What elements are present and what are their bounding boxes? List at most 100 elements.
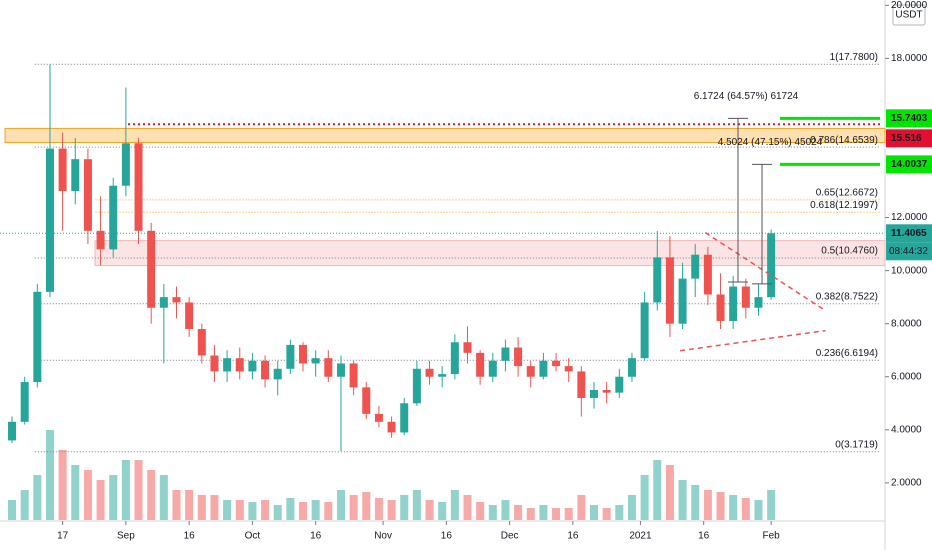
- candle-body: [273, 368, 282, 380]
- x-tick-label: 16: [567, 531, 579, 542]
- currency-box[interactable]: [892, 4, 926, 26]
- price-label: 15.516: [891, 133, 922, 144]
- volume-bar: [8, 500, 17, 520]
- fib-label: 0.236(6.6194): [816, 348, 878, 359]
- x-tick-label: 16: [310, 531, 322, 542]
- volume-bar: [640, 475, 649, 520]
- fib-label: 0.786(14.6539): [810, 135, 878, 146]
- candle-body: [210, 355, 219, 372]
- volume-bar: [147, 470, 156, 520]
- x-tick-label: Feb: [763, 531, 781, 542]
- volume-bar: [438, 502, 447, 520]
- volume-bar: [362, 492, 371, 520]
- y-tick-label: 20.0000: [891, 0, 928, 11]
- volume-bar: [374, 498, 383, 520]
- volume-bar: [45, 430, 54, 520]
- candle-body: [590, 390, 599, 398]
- candle-body: [336, 363, 345, 377]
- volume-bar: [501, 500, 510, 520]
- candle-body: [741, 286, 750, 308]
- volume-bar: [109, 475, 118, 520]
- candle-body: [539, 360, 548, 377]
- candle-body: [172, 297, 181, 303]
- volume-bar: [590, 505, 599, 520]
- candle-body: [185, 302, 194, 329]
- candle-body: [134, 143, 143, 231]
- volume-bar: [539, 505, 548, 520]
- volume-bar: [324, 502, 333, 520]
- volume-bar: [299, 502, 308, 520]
- candle-body: [71, 159, 80, 192]
- candle-body: [387, 421, 396, 433]
- volume-bar: [273, 505, 282, 520]
- candle-body: [33, 291, 42, 383]
- candle-body: [602, 390, 611, 393]
- countdown: 08:44:32: [889, 246, 928, 257]
- volume-bar: [767, 490, 776, 520]
- volume-bar: [577, 495, 586, 520]
- volume-bar: [400, 495, 409, 520]
- volume-bar: [412, 490, 421, 520]
- fib-label: 0.5(10.4760): [821, 246, 878, 257]
- volume-bar: [627, 495, 636, 520]
- candle-body: [501, 347, 510, 361]
- y-tick-label: 2.0000: [891, 477, 922, 488]
- candle-body: [716, 294, 725, 322]
- x-tick-label: Dec: [501, 531, 519, 542]
- volume-bar: [223, 500, 232, 520]
- candle-body: [425, 368, 434, 377]
- volume-bar: [121, 460, 130, 520]
- countdown-box: [886, 242, 932, 261]
- x-tick-label: 2021: [629, 531, 652, 542]
- candle-body: [488, 360, 497, 377]
- volume-bar: [172, 490, 181, 520]
- volume-bar: [286, 498, 295, 520]
- candle-body: [96, 230, 105, 250]
- x-tick-label: Sep: [117, 531, 135, 542]
- volume-bar: [526, 508, 535, 520]
- candle-body: [678, 278, 687, 324]
- candle-body: [248, 360, 257, 372]
- volume-bar: [185, 490, 194, 520]
- candle-body: [374, 413, 383, 422]
- price-label-box: [886, 155, 932, 174]
- candle-body: [20, 382, 29, 422]
- candle-body: [754, 297, 763, 308]
- price-label: 11.4065: [891, 228, 927, 239]
- candle-body: [463, 342, 472, 353]
- volume-bar: [691, 485, 700, 520]
- volume-bar: [615, 505, 624, 520]
- y-tick-label: 18.0000: [891, 53, 928, 64]
- x-tick-label: Oct: [245, 531, 261, 542]
- candle-body: [691, 254, 700, 279]
- volume-bar: [514, 505, 523, 520]
- candle-body: [349, 363, 358, 388]
- candle-body: [552, 360, 561, 367]
- x-tick-label: 17: [57, 531, 69, 542]
- zone: [4, 127, 886, 143]
- candle-body: [615, 376, 624, 393]
- currency[interactable]: USDT: [895, 10, 922, 21]
- volume-bar: [703, 490, 712, 520]
- volume-bar: [476, 502, 485, 520]
- volume-bar: [602, 508, 611, 520]
- volume-bar: [741, 498, 750, 520]
- candle-body: [8, 421, 17, 441]
- candle-body: [767, 233, 776, 298]
- y-tick-label: 10.0000: [891, 265, 928, 276]
- y-tick-label: 4.0000: [891, 424, 922, 435]
- x-tick-label: 16: [184, 531, 196, 542]
- candle-body: [514, 347, 523, 367]
- candle-body: [653, 257, 662, 303]
- volume-bar: [235, 500, 244, 520]
- fib-label: 0(3.1719): [835, 439, 878, 450]
- volume-bar: [261, 500, 270, 520]
- volume-bar: [96, 480, 105, 520]
- candle-body: [450, 342, 459, 375]
- price-label-box: [886, 109, 932, 128]
- x-tick-label: Nov: [374, 531, 392, 542]
- x-tick-label: 16: [698, 531, 710, 542]
- volume-bar: [134, 460, 143, 520]
- y-tick-label: 8.0000: [891, 318, 922, 329]
